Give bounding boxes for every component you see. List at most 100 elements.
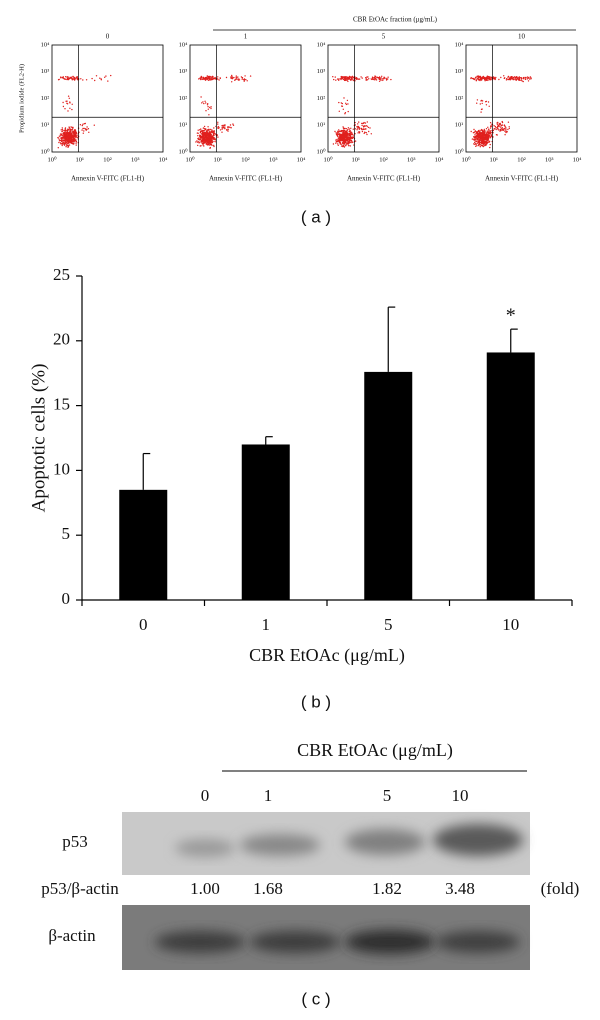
y-tick-label: 10³ — [317, 68, 326, 75]
event-dot — [387, 76, 389, 78]
event-dot — [358, 128, 360, 130]
event-dot — [360, 127, 363, 130]
event-dot — [383, 78, 385, 80]
event-dot — [337, 135, 339, 138]
event-dot — [82, 132, 85, 134]
event-dot — [335, 142, 337, 144]
event-dot — [343, 138, 345, 141]
event-dot — [63, 132, 65, 135]
x-tick-label: 10¹ — [76, 156, 85, 163]
x-tick-label: 10¹ — [214, 156, 223, 163]
event-dot — [217, 121, 219, 124]
event-dot — [348, 77, 351, 80]
x-tick-label: 10² — [241, 156, 250, 163]
event-dot — [500, 128, 502, 130]
event-dot — [348, 76, 351, 78]
event-dot — [528, 77, 530, 79]
event-dot — [206, 130, 208, 132]
event-dot — [71, 103, 73, 106]
event-dot — [219, 129, 222, 131]
event-dot — [61, 142, 63, 145]
event-dot — [218, 79, 220, 81]
event-dot — [521, 80, 523, 82]
event-dot — [76, 76, 78, 78]
event-dot — [228, 126, 231, 128]
event-dot — [75, 142, 77, 144]
event-dot — [524, 78, 527, 81]
event-dot — [340, 136, 342, 138]
event-dot — [488, 105, 490, 108]
event-dot — [352, 79, 354, 82]
event-dot — [64, 129, 67, 131]
event-dot — [481, 128, 483, 131]
event-dot — [352, 76, 355, 79]
event-dot — [488, 77, 490, 80]
event-dot — [240, 76, 243, 78]
caption: ( c ) — [301, 989, 330, 1008]
event-dot — [477, 135, 479, 138]
event-dot — [68, 133, 71, 136]
event-dot — [60, 137, 62, 139]
event-dot — [344, 138, 346, 140]
event-dot — [478, 132, 480, 135]
event-dot — [202, 136, 204, 139]
event-dot — [489, 76, 491, 78]
event-dot — [518, 78, 520, 81]
event-dot — [212, 75, 214, 78]
event-dot — [82, 123, 84, 126]
x-tick-label: 10⁴ — [297, 156, 307, 163]
event-dot — [67, 131, 69, 134]
event-dot — [59, 140, 61, 142]
event-dot — [346, 134, 348, 136]
plot-frame — [51, 44, 164, 153]
band — [175, 839, 235, 857]
event-dot — [498, 124, 500, 127]
event-dot — [348, 128, 351, 130]
event-dot — [66, 103, 69, 105]
event-dot — [62, 143, 64, 145]
event-dot — [478, 79, 480, 81]
event-dot — [366, 133, 368, 136]
event-dot — [63, 77, 65, 80]
event-dot — [361, 130, 364, 133]
event-dot — [479, 139, 481, 141]
event-dot — [209, 79, 211, 81]
event-dot — [209, 131, 212, 133]
event-dot — [226, 129, 228, 131]
event-dot — [85, 129, 87, 131]
event-dot — [338, 110, 340, 113]
event-dot — [68, 140, 70, 142]
event-dot — [497, 127, 499, 130]
event-dot — [68, 137, 70, 139]
event-dot — [202, 101, 204, 103]
event-dot — [65, 132, 68, 134]
lane-label: 10 — [452, 786, 469, 805]
event-dot — [365, 125, 367, 127]
event-dot — [71, 130, 74, 132]
event-dot — [243, 80, 245, 82]
event-dot — [483, 133, 485, 135]
event-dot — [357, 132, 359, 134]
event-dot — [209, 144, 211, 146]
event-dot — [474, 141, 476, 144]
event-dot — [68, 76, 70, 78]
event-dot — [341, 142, 344, 144]
event-dot — [345, 128, 347, 130]
ratio-value: 1.82 — [372, 879, 402, 898]
event-dot — [197, 137, 200, 139]
y-tick-label: 10³ — [41, 68, 50, 75]
y-tick-label: 10⁰ — [40, 147, 50, 155]
event-dot — [480, 111, 482, 113]
event-dot — [348, 141, 350, 143]
event-dot — [65, 100, 67, 103]
event-dot — [238, 79, 241, 81]
event-dot — [70, 132, 73, 134]
event-dot — [206, 133, 209, 136]
event-dot — [343, 142, 345, 144]
event-dot — [494, 128, 496, 130]
event-dot — [352, 141, 354, 144]
event-dot — [503, 128, 505, 130]
group-label: CBR EtOAc fraction (μg/mL) — [353, 16, 438, 24]
event-dot — [214, 138, 216, 141]
event-dot — [67, 78, 69, 80]
